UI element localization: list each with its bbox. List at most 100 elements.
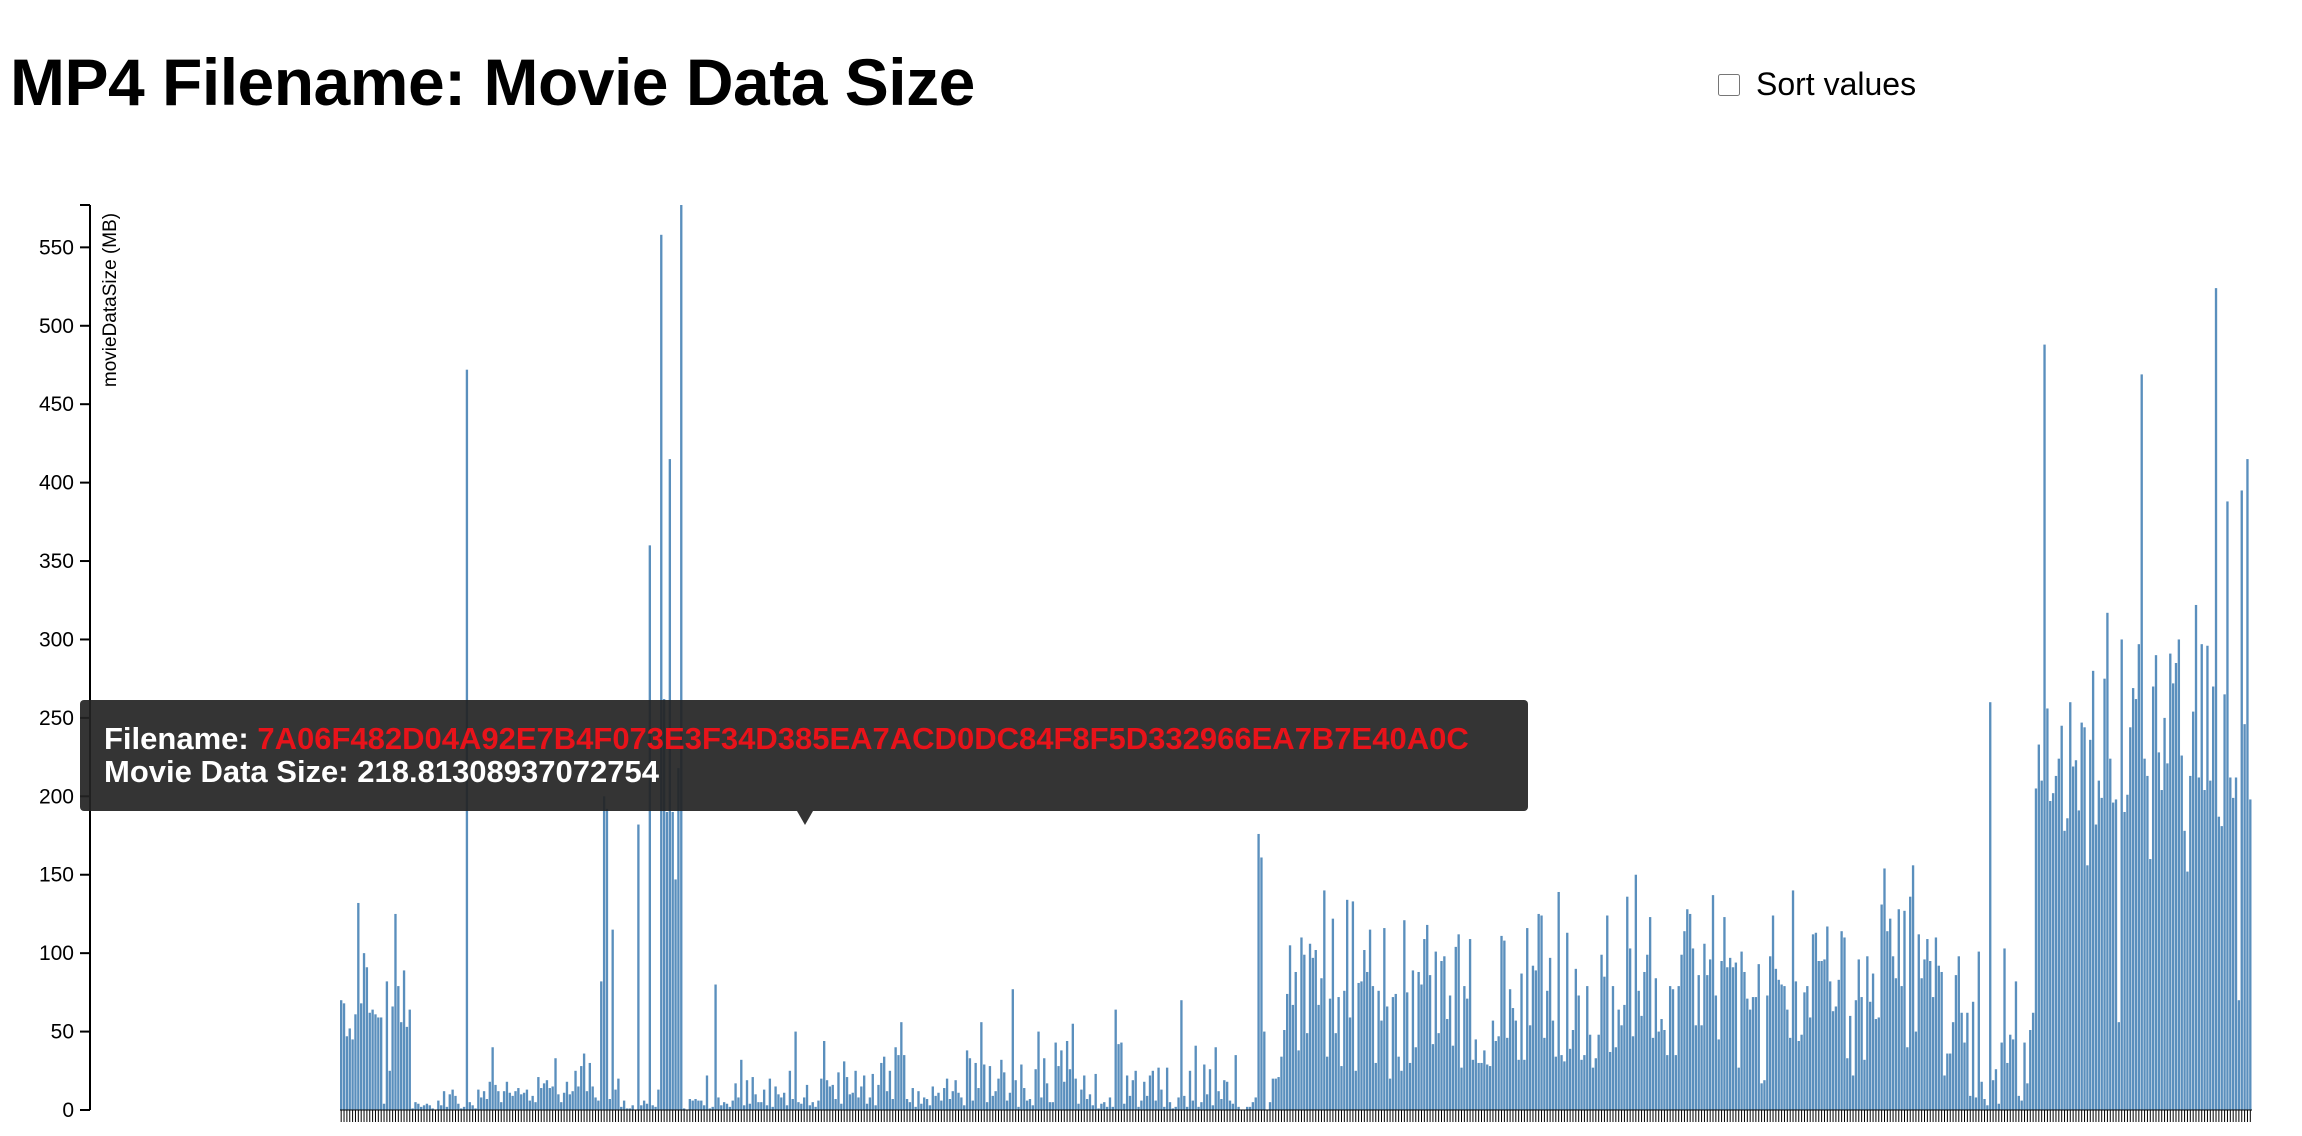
bar[interactable] [2240, 490, 2243, 1111]
bar[interactable] [1154, 1100, 1157, 1110]
bar[interactable] [2017, 1095, 2020, 1110]
sort-checkbox[interactable] [1718, 73, 1740, 96]
bar[interactable] [1986, 1105, 1989, 1110]
bar[interactable] [2097, 780, 2101, 1110]
bar[interactable] [963, 1105, 966, 1110]
bar[interactable] [868, 1097, 872, 1110]
bar[interactable] [2163, 717, 2166, 1110]
bar[interactable] [1048, 1102, 1052, 1110]
bar[interactable] [1197, 1106, 1200, 1110]
bar[interactable] [1508, 989, 1512, 1110]
bar[interactable] [1323, 890, 1326, 1110]
bar[interactable] [1228, 1100, 1232, 1110]
bar[interactable] [1428, 975, 1432, 1110]
bar[interactable] [1023, 1088, 1026, 1110]
bar[interactable] [1917, 934, 1920, 1110]
bar[interactable] [1980, 1081, 1983, 1110]
bar[interactable] [1780, 984, 1783, 1110]
bar[interactable] [1577, 995, 1580, 1111]
bar[interactable] [2129, 727, 2132, 1110]
bar[interactable] [571, 1091, 574, 1110]
bar[interactable] [1648, 917, 1652, 1110]
bar[interactable] [374, 1014, 377, 1110]
bar[interactable] [1045, 1083, 1049, 1110]
bar[interactable] [714, 984, 717, 1110]
bar[interactable] [774, 1086, 777, 1110]
bar[interactable] [854, 1070, 857, 1110]
bar[interactable] [1511, 1008, 1515, 1110]
bar[interactable] [1643, 971, 1646, 1110]
bar[interactable] [1157, 1067, 1160, 1110]
bar[interactable] [1257, 833, 1260, 1110]
bar[interactable] [757, 1102, 760, 1110]
bar[interactable] [397, 986, 400, 1110]
bar[interactable] [660, 234, 663, 1111]
bar[interactable] [1217, 1091, 1220, 1110]
bar[interactable] [1128, 1095, 1132, 1110]
bar[interactable] [1608, 1051, 1612, 1110]
bar[interactable] [782, 1092, 786, 1110]
bar[interactable] [2189, 775, 2192, 1110]
bar[interactable] [2094, 824, 2098, 1110]
bar[interactable] [1380, 1020, 1383, 1110]
bar[interactable] [694, 1099, 697, 1110]
bar[interactable] [1474, 1039, 1477, 1110]
bar[interactable] [825, 1080, 829, 1110]
bar[interactable] [1889, 918, 1892, 1110]
bar[interactable] [2149, 859, 2152, 1110]
bar[interactable] [1234, 1055, 1237, 1110]
bar[interactable] [1300, 937, 1303, 1110]
bar[interactable] [2206, 645, 2209, 1110]
bar[interactable] [1028, 1099, 1032, 1110]
bar[interactable] [2063, 830, 2066, 1110]
bar[interactable] [1263, 1031, 1266, 1110]
bar[interactable] [1454, 946, 1457, 1110]
bar[interactable] [1897, 909, 1900, 1110]
bar[interactable] [794, 1031, 797, 1110]
bar[interactable] [1194, 1045, 1197, 1110]
bar[interactable] [1014, 1080, 1017, 1110]
bar[interactable] [1777, 979, 1780, 1110]
bar[interactable] [1223, 1080, 1226, 1110]
bar[interactable] [1160, 1089, 1163, 1110]
bar[interactable] [1997, 1103, 2000, 1110]
bar[interactable] [480, 1097, 483, 1110]
bar[interactable] [440, 1105, 443, 1110]
bar[interactable] [925, 1099, 929, 1110]
bar[interactable] [1548, 957, 1552, 1110]
bar[interactable] [1914, 1031, 1918, 1110]
bar[interactable] [1080, 1089, 1083, 1110]
bar[interactable] [1903, 910, 1906, 1110]
bar[interactable] [1829, 981, 1832, 1110]
bar[interactable] [1826, 926, 1829, 1110]
bar[interactable] [1837, 979, 1840, 1110]
bar[interactable] [2114, 799, 2118, 1110]
bar[interactable] [1334, 1033, 1337, 1110]
bar[interactable] [1854, 1000, 1858, 1110]
bar[interactable] [788, 1070, 792, 1110]
bar[interactable] [2211, 686, 2215, 1110]
bar[interactable] [1594, 1058, 1597, 1110]
bar[interactable] [351, 1039, 354, 1110]
bar[interactable] [357, 902, 360, 1110]
bar[interactable] [1043, 1058, 1046, 1110]
bar[interactable] [1517, 1059, 1520, 1110]
bar[interactable] [845, 1077, 849, 1110]
bar[interactable] [2111, 802, 2115, 1110]
bar[interactable] [971, 1100, 974, 1110]
bar[interactable] [1225, 1081, 1229, 1110]
bar[interactable] [711, 1106, 714, 1110]
bar[interactable] [2077, 810, 2080, 1110]
bar[interactable] [1420, 984, 1423, 1110]
bar[interactable] [2003, 948, 2006, 1110]
bar[interactable] [1483, 1050, 1486, 1110]
bar[interactable] [1831, 1011, 1835, 1110]
bar[interactable] [354, 1014, 357, 1110]
bar[interactable] [994, 1091, 997, 1110]
bar[interactable] [2169, 653, 2172, 1110]
bar[interactable] [1857, 959, 1860, 1110]
bar[interactable] [1789, 1037, 1792, 1110]
bar[interactable] [1005, 1100, 1009, 1110]
bar[interactable] [2174, 662, 2178, 1110]
bar[interactable] [1740, 951, 1743, 1110]
